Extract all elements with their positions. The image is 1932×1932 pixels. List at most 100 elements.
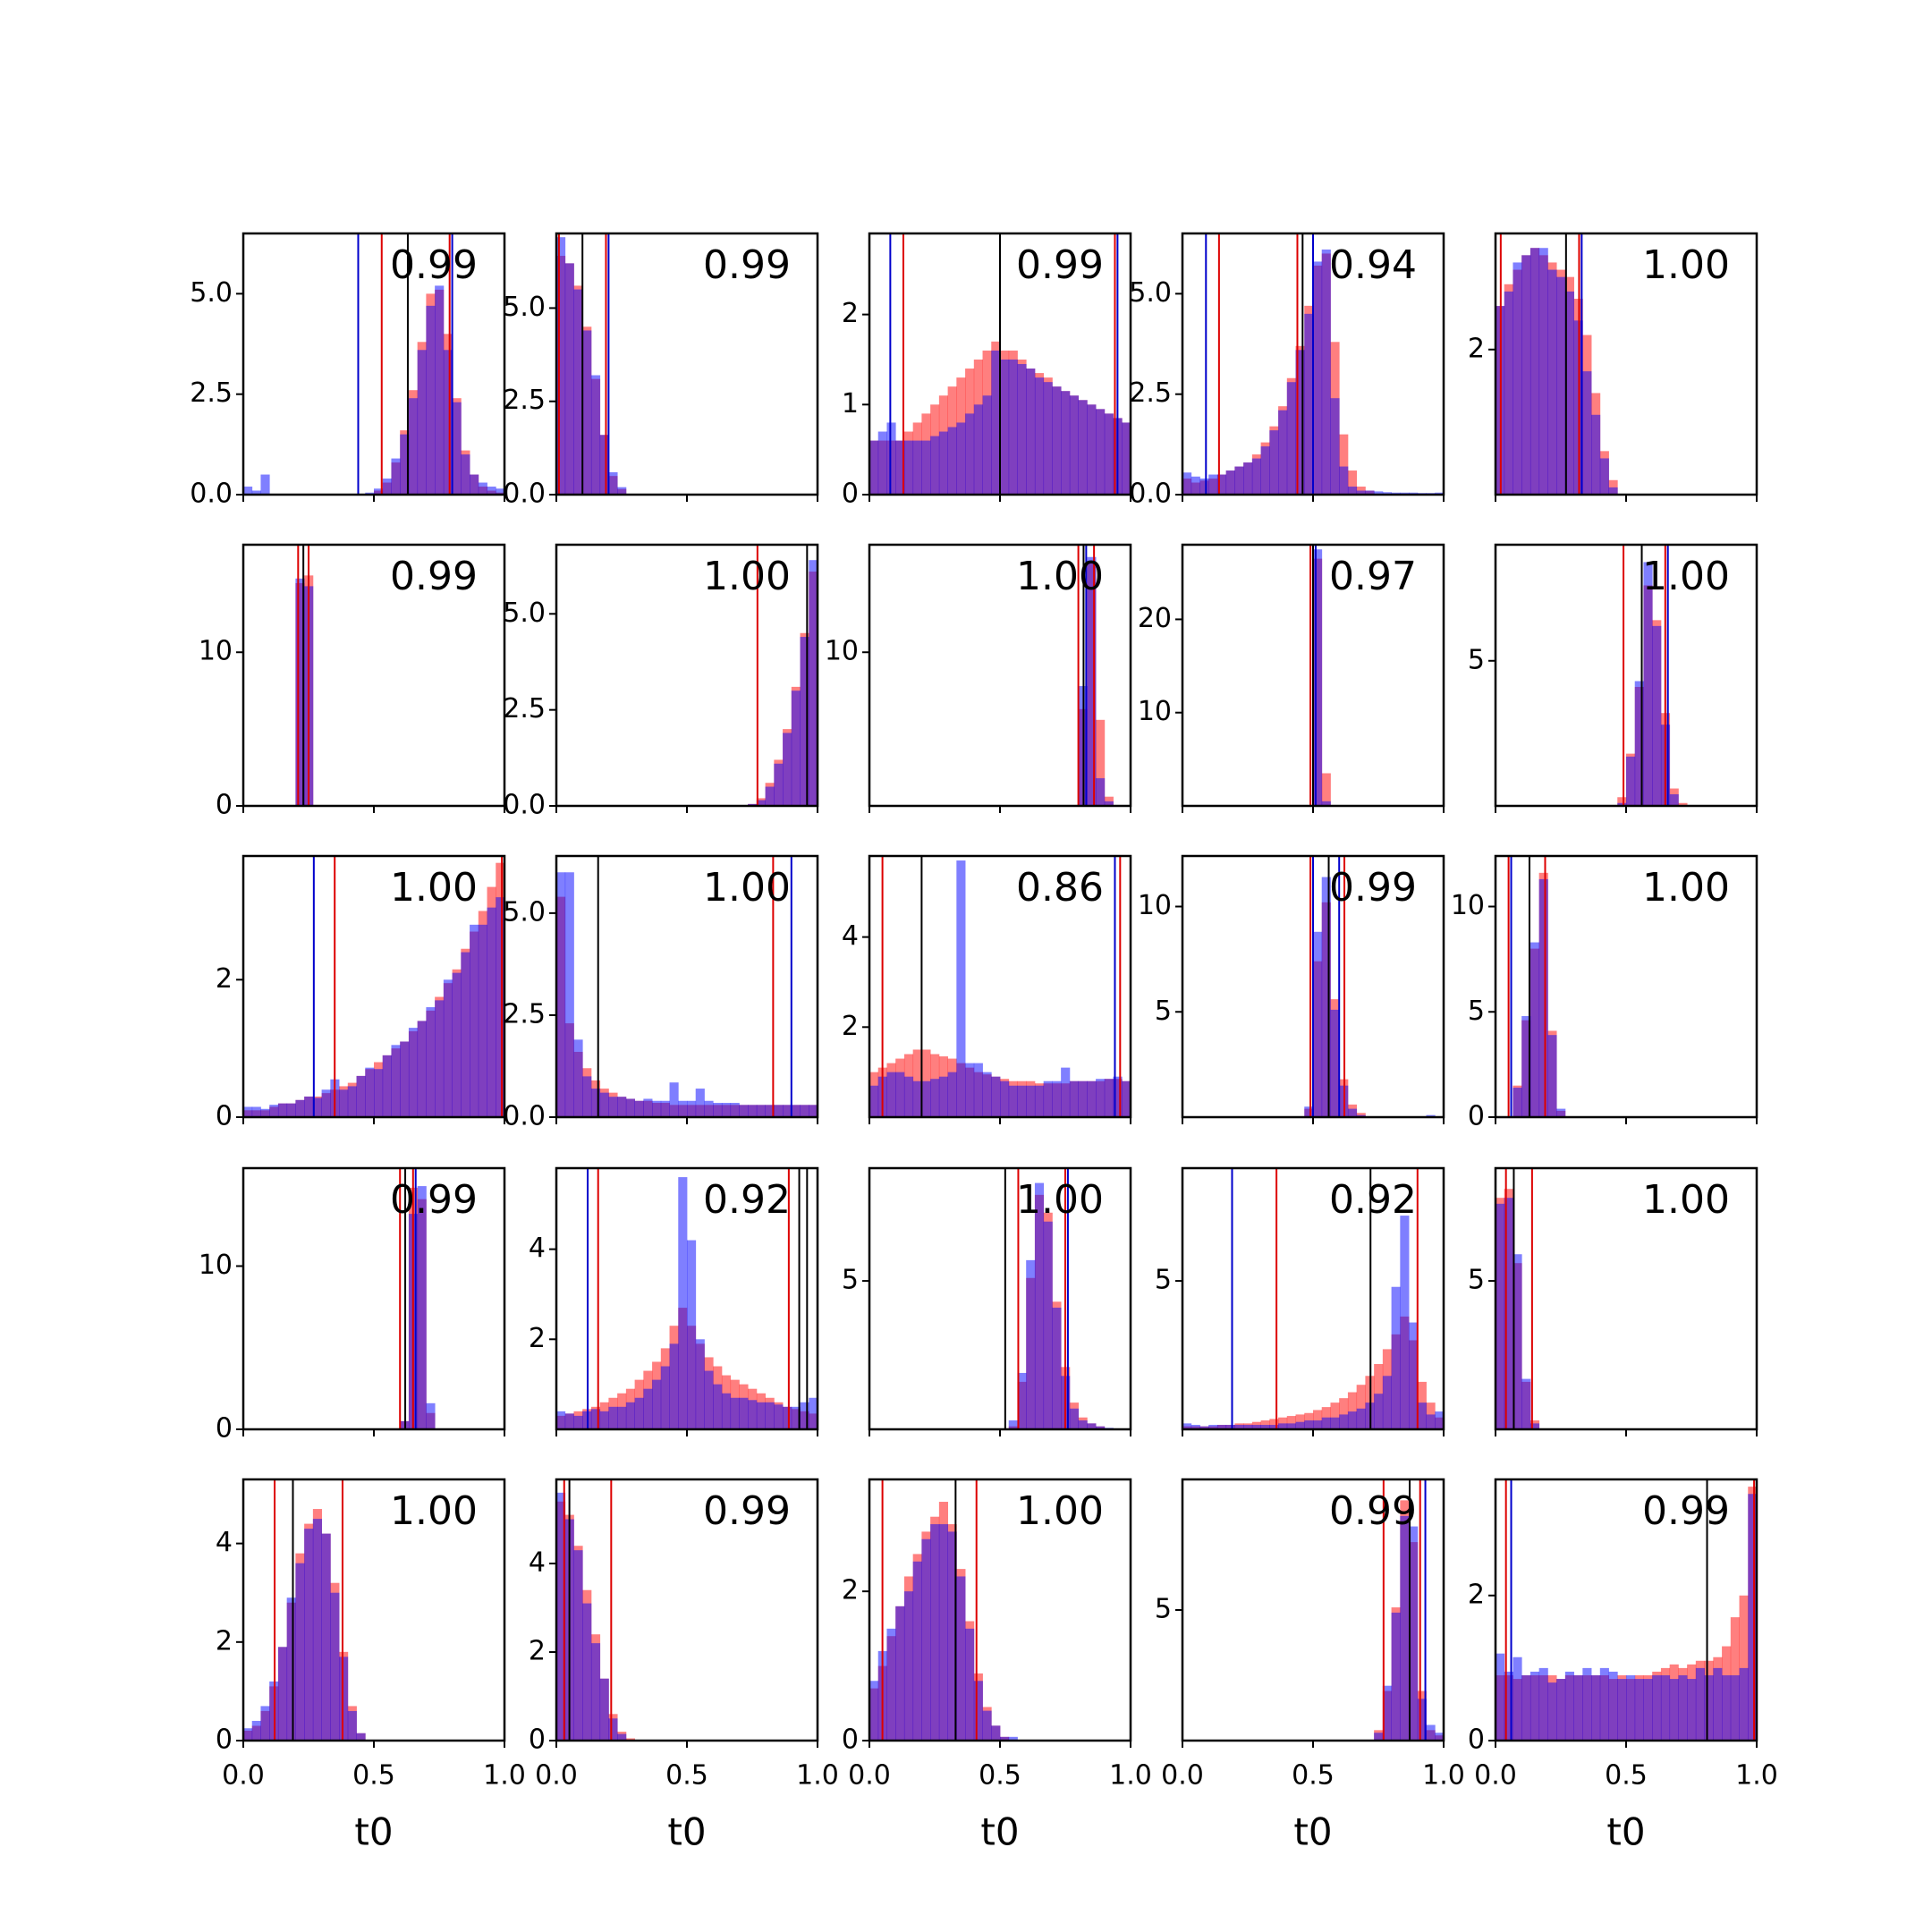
- blue-histogram-bar: [1530, 1423, 1540, 1429]
- x-tick-label: 0.5: [352, 1760, 395, 1792]
- blue-histogram-bar: [556, 237, 566, 495]
- blue-histogram-bar: [1034, 1085, 1045, 1117]
- y-tick-label: 0: [216, 790, 233, 821]
- histogram-bars: [243, 285, 505, 495]
- blue-histogram-bar: [1216, 474, 1227, 495]
- y-tick-label: 10: [1138, 696, 1172, 727]
- blue-histogram-bar: [1313, 261, 1323, 495]
- blue-histogram-bar: [1582, 1667, 1592, 1741]
- blue-histogram-bar: [347, 1086, 357, 1117]
- score-label: 1.00: [703, 554, 791, 599]
- blue-histogram-bar: [1564, 291, 1574, 495]
- y-tick-label: 4: [529, 1547, 546, 1579]
- blue-histogram-bar: [1530, 1671, 1540, 1741]
- blue-histogram-bar: [1278, 1423, 1288, 1429]
- y-tick-label: 5: [1468, 644, 1485, 675]
- y-tick-label: 2.5: [190, 377, 233, 409]
- blue-histogram-bar: [417, 1021, 427, 1117]
- blue-histogram-bar: [408, 398, 419, 495]
- y-axis: 10 20: [1138, 603, 1182, 727]
- blue-histogram-bar: [1504, 1198, 1513, 1429]
- blue-histogram-bar: [886, 422, 896, 495]
- y-tick-label: 0.0: [503, 1101, 546, 1132]
- interval-lines: [1309, 545, 1317, 806]
- blue-histogram-bar: [1347, 1108, 1358, 1117]
- score-label: 1.00: [1016, 554, 1104, 599]
- blue-histogram-bar: [1251, 458, 1261, 495]
- blue-histogram-bar: [956, 860, 966, 1117]
- blue-histogram-bar: [426, 305, 436, 495]
- y-tick-label: 5: [842, 1265, 859, 1296]
- score-label: 0.92: [1329, 1177, 1417, 1223]
- blue-histogram-bar: [286, 1597, 296, 1741]
- blue-histogram-bar: [599, 1411, 609, 1429]
- x-axis-label: t0: [980, 1810, 1019, 1854]
- blue-histogram-bar: [599, 1678, 609, 1741]
- blue-histogram-bar: [652, 1100, 662, 1117]
- red-histogram-bar: [1356, 1385, 1366, 1429]
- y-axis: 0.0 2.5 5.0: [503, 292, 556, 510]
- blue-histogram-bar: [1304, 313, 1314, 495]
- blue-histogram-bar: [1313, 549, 1323, 806]
- blue-histogram-bar: [1521, 1378, 1531, 1429]
- y-axis: 0 10: [199, 636, 243, 821]
- red-histogram-bar: [1286, 1416, 1296, 1429]
- blue-histogram-bar: [1556, 276, 1566, 495]
- blue-histogram-bar: [1199, 479, 1209, 495]
- y-axis: 02: [216, 963, 243, 1132]
- blue-histogram-bar: [991, 350, 1001, 495]
- blue-histogram-bar: [912, 440, 922, 495]
- histogram-bars: [556, 1177, 818, 1429]
- blue-histogram-bar: [1087, 1080, 1097, 1117]
- blue-histogram-bar: [1043, 1080, 1053, 1117]
- y-axis: 5: [1155, 1265, 1182, 1296]
- histogram-bars: [556, 237, 627, 495]
- blue-histogram-bar: [1556, 1108, 1566, 1117]
- blue-histogram-bar: [1295, 350, 1305, 495]
- blue-histogram-bar: [1191, 1425, 1200, 1429]
- blue-histogram-bar: [478, 482, 487, 495]
- y-tick-label: 0: [1468, 1724, 1485, 1756]
- blue-histogram-bar: [730, 1103, 740, 1117]
- blue-histogram-bar: [721, 1393, 732, 1429]
- blue-histogram-bar: [461, 952, 470, 1117]
- blue-histogram-bar: [1374, 1733, 1384, 1741]
- y-tick-label: 0: [842, 479, 859, 510]
- blue-histogram-bar: [930, 1079, 940, 1117]
- interval-lines: [1077, 545, 1096, 806]
- y-tick-label: 5: [1155, 996, 1172, 1027]
- score-label: 1.00: [703, 865, 791, 911]
- blue-histogram-bar: [382, 1055, 392, 1117]
- x-tick-label: 0.0: [535, 1760, 578, 1792]
- blue-histogram-bar: [382, 479, 392, 495]
- blue-histogram-bar: [956, 422, 966, 495]
- panel-2-4: 10 20 0.97: [1138, 543, 1445, 813]
- blue-histogram-bar: [339, 1089, 349, 1117]
- blue-histogram-bar: [1026, 1085, 1036, 1117]
- blue-histogram-bar: [1330, 1417, 1340, 1429]
- y-tick-label: 2: [842, 1575, 859, 1606]
- blue-histogram-bar: [1538, 878, 1548, 1117]
- score-label: 1.00: [1642, 242, 1730, 288]
- x-axis: [869, 1117, 1131, 1124]
- blue-histogram-bar: [1313, 931, 1323, 1117]
- red-histogram-bar: [1339, 434, 1349, 495]
- blue-histogram-bar: [461, 454, 470, 495]
- y-tick-label: 10: [1451, 890, 1485, 921]
- panel-1-5: 21.00: [1468, 232, 1758, 502]
- blue-histogram-bar: [1330, 1009, 1340, 1117]
- panel-1-2: 0.0 2.5 5.0 0.99: [503, 232, 819, 510]
- blue-histogram-bar: [965, 413, 975, 495]
- y-tick-label: 2.5: [503, 998, 546, 1030]
- blue-histogram-bar: [1347, 1411, 1358, 1429]
- x-axis: 0.0 0.5 1.0 t0: [1474, 1741, 1778, 1854]
- blue-histogram-bar: [625, 1402, 635, 1429]
- blue-histogram-bar: [1000, 1080, 1010, 1117]
- blue-histogram-bar: [1008, 359, 1018, 495]
- blue-histogram-bar: [1521, 255, 1531, 495]
- blue-histogram-bar: [470, 474, 479, 495]
- x-axis: 0.0 0.5 1.0 t0: [848, 1741, 1152, 1854]
- interval-lines: [1499, 233, 1583, 495]
- blue-histogram-bar: [1304, 1106, 1314, 1117]
- y-tick-label: 10: [825, 636, 859, 667]
